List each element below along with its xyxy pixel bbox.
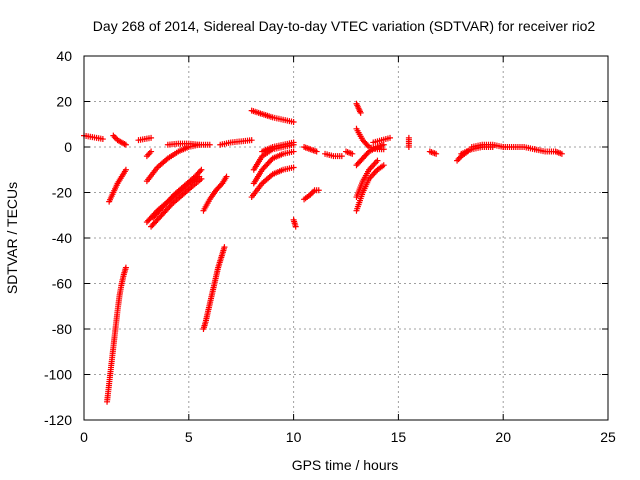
y-axis-label: SDTVAR / TECUs: [4, 182, 20, 294]
chart-title: Day 268 of 2014, Sidereal Day-to-day VTE…: [93, 18, 596, 34]
series-s28: [353, 157, 381, 201]
data-point: [292, 223, 299, 230]
x-tick-label: 0: [80, 429, 88, 445]
y-tick-label: -120: [44, 412, 72, 428]
grid-lines: [84, 56, 608, 420]
data-point: [221, 244, 228, 251]
series-s11: [164, 140, 213, 148]
data-point: [122, 264, 129, 271]
data-point: [218, 181, 225, 188]
y-tick-label: -40: [52, 230, 72, 246]
series-s20: [290, 216, 299, 230]
series-s22: [301, 144, 320, 155]
series-s37: [531, 146, 565, 157]
data-point: [290, 139, 297, 146]
data-point: [198, 175, 205, 182]
data-point: [315, 187, 322, 194]
series-s5: [135, 134, 155, 144]
x-tick-label: 10: [286, 429, 302, 445]
data-point: [380, 162, 387, 169]
x-tick-label: 15: [391, 429, 407, 445]
series-s1: [81, 132, 106, 143]
data-point: [558, 150, 565, 157]
data-point: [198, 166, 205, 173]
series-s29: [353, 141, 387, 169]
data-point: [206, 141, 213, 148]
data-point: [148, 134, 155, 141]
x-tick-label: 25: [600, 429, 616, 445]
data-point: [374, 157, 381, 164]
series-s2: [104, 264, 129, 405]
y-tick-label: -20: [52, 185, 72, 201]
x-tick-label: 5: [185, 429, 193, 445]
data-point: [99, 136, 106, 143]
data-point: [122, 166, 129, 173]
series-s14: [217, 137, 255, 148]
series-s16: [248, 164, 297, 201]
series-s12: [200, 244, 228, 332]
data-point: [121, 140, 128, 147]
series-s24: [343, 148, 356, 157]
y-tick-label: 20: [56, 94, 72, 110]
y-tick-label: -60: [52, 276, 72, 292]
data-point: [290, 118, 297, 125]
data-point: [357, 109, 364, 116]
series-s6: [143, 148, 155, 160]
series-s21: [301, 187, 322, 203]
data-point: [338, 153, 345, 160]
series-s30: [370, 134, 394, 146]
data-point: [290, 148, 297, 155]
data-point: [197, 168, 204, 175]
data-points: [81, 100, 565, 405]
x-tick-labels: 0 5 10 15 20 25: [80, 429, 616, 445]
series-s15: [248, 107, 297, 125]
y-tick-labels: 40 20 0 -20 -40 -60 -80 -100 -120: [44, 48, 72, 428]
data-point: [433, 150, 440, 157]
data-point: [405, 144, 412, 150]
data-point: [313, 148, 320, 155]
y-tick-label: -80: [52, 321, 72, 337]
axis-ticks: [83, 55, 609, 421]
series-s3: [106, 166, 129, 205]
data-point: [248, 137, 255, 144]
series-s4: [110, 132, 129, 148]
y-tick-label: 40: [56, 48, 72, 64]
series-s35: [468, 141, 507, 150]
data-point: [380, 141, 387, 148]
series-s31: [405, 134, 412, 150]
series-s32: [426, 148, 440, 157]
x-tick-label: 20: [495, 429, 511, 445]
data-point: [148, 148, 155, 155]
series-s17: [250, 148, 297, 187]
series-s10: [150, 166, 205, 221]
y-tick-label: -100: [44, 367, 72, 383]
data-point: [387, 134, 394, 141]
series-s27: [353, 162, 387, 214]
y-tick-label: 0: [64, 139, 72, 155]
data-point: [364, 142, 371, 149]
series-s23: [322, 150, 345, 160]
data-point: [223, 173, 230, 180]
data-point: [290, 164, 297, 171]
series-s19: [259, 139, 297, 155]
data-point: [349, 150, 356, 157]
series-s25: [353, 100, 364, 116]
series-s13: [200, 173, 230, 214]
series-s9: [148, 175, 205, 230]
series-s36: [500, 144, 538, 153]
data-point: [122, 141, 129, 148]
x-axis-label: GPS time / hours: [292, 457, 399, 473]
